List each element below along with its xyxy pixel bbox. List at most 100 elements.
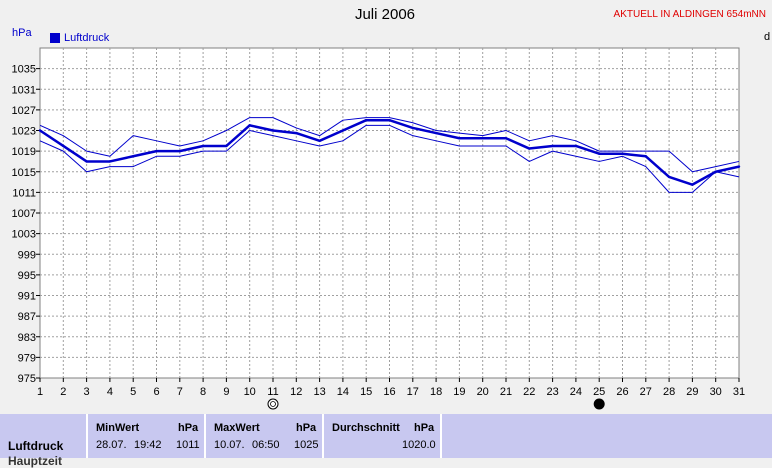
y-tick-label: 1027 bbox=[12, 105, 36, 117]
stats-panel: Luftdruck Hauptzeit MinWert hPa 28.07. 1… bbox=[0, 414, 772, 468]
series-point bbox=[598, 152, 601, 155]
series-point bbox=[667, 175, 671, 179]
y-tick-label: 1015 bbox=[12, 167, 36, 179]
series-point bbox=[341, 129, 345, 132]
series-point bbox=[225, 144, 228, 148]
x-tick-label: 20 bbox=[477, 386, 489, 398]
series-point bbox=[737, 165, 741, 168]
series-point bbox=[458, 137, 461, 140]
avg-value: 1020.0 bbox=[402, 439, 436, 451]
series-point bbox=[644, 155, 647, 158]
series-point bbox=[178, 149, 181, 153]
x-tick-label: 26 bbox=[616, 386, 628, 398]
series-point bbox=[504, 137, 508, 140]
stats-empty-cell bbox=[440, 414, 772, 458]
chart-title: Juli 2006 bbox=[354, 6, 416, 23]
min-header: MinWert bbox=[96, 422, 140, 434]
pressure-chart: 9759799839879919959991003100710111015101… bbox=[12, 47, 746, 410]
series-point bbox=[434, 131, 438, 135]
y-tick-label: 975 bbox=[18, 373, 36, 385]
series-point bbox=[295, 131, 298, 135]
min-date: 28.07. bbox=[96, 439, 127, 451]
y-tick-label: 1007 bbox=[12, 208, 36, 220]
edge-label: d bbox=[764, 31, 771, 43]
x-tick-label: 6 bbox=[153, 386, 159, 398]
full-moon-inner bbox=[270, 401, 276, 407]
y-tick-label: 1035 bbox=[12, 64, 36, 76]
x-tick-label: 31 bbox=[733, 386, 745, 398]
x-tick-label: 27 bbox=[640, 386, 652, 398]
x-tick-label: 15 bbox=[360, 386, 372, 398]
series-point bbox=[365, 118, 368, 122]
series-point bbox=[551, 144, 554, 148]
series-line-min bbox=[39, 124, 740, 193]
legend: Luftdruck bbox=[50, 32, 109, 44]
x-tick-label: 13 bbox=[313, 386, 325, 398]
series-point bbox=[574, 144, 578, 148]
x-tick-label: 16 bbox=[383, 386, 395, 398]
x-tick-label: 18 bbox=[430, 386, 442, 398]
y-tick-label: 991 bbox=[18, 291, 36, 303]
moon-phases bbox=[267, 398, 605, 410]
x-tick-label: 7 bbox=[177, 386, 183, 398]
x-tick-label: 10 bbox=[244, 386, 256, 398]
x-tick-label: 21 bbox=[500, 386, 512, 398]
y-tick-label: 983 bbox=[18, 332, 36, 344]
x-tick-label: 4 bbox=[107, 386, 113, 398]
stats-row-label-next: Hauptzeit bbox=[8, 454, 62, 468]
max-date: 10.07. bbox=[214, 439, 245, 451]
x-tick-label: 11 bbox=[267, 386, 278, 398]
series-group bbox=[38, 117, 741, 193]
max-header: MaxWert bbox=[214, 422, 260, 434]
series-point bbox=[411, 126, 414, 130]
min-value: 1011 bbox=[176, 439, 200, 451]
y-tick-label: 995 bbox=[18, 270, 36, 282]
series-point bbox=[318, 139, 321, 143]
legend-label: Luftdruck bbox=[64, 32, 110, 44]
full-moon-icon bbox=[267, 398, 279, 410]
series-point bbox=[38, 129, 42, 132]
y-tick-label: 1011 bbox=[12, 187, 36, 199]
y-axis-unit-label: hPa bbox=[12, 27, 32, 39]
series-point bbox=[528, 147, 531, 150]
max-time: 06:50 bbox=[252, 439, 280, 451]
axis-ticks: 9759799839879919959991003100710111015101… bbox=[12, 64, 746, 398]
x-tick-label: 12 bbox=[290, 386, 302, 398]
x-tick-label: 24 bbox=[570, 386, 582, 398]
x-tick-label: 19 bbox=[453, 386, 465, 398]
grid bbox=[40, 48, 739, 378]
legend-swatch bbox=[50, 33, 60, 43]
series-point bbox=[271, 129, 275, 132]
min-time: 19:42 bbox=[134, 439, 162, 451]
avg-header: Durchschnitt bbox=[332, 422, 400, 434]
max-value: 1025 bbox=[294, 439, 319, 451]
y-tick-label: 1003 bbox=[12, 229, 36, 241]
stats-row-label: Luftdruck bbox=[8, 439, 64, 453]
x-tick-label: 22 bbox=[523, 386, 535, 398]
x-tick-label: 5 bbox=[130, 386, 136, 398]
x-tick-label: 25 bbox=[593, 386, 605, 398]
x-tick-label: 9 bbox=[223, 386, 229, 398]
series-point bbox=[248, 124, 251, 127]
y-tick-label: 1031 bbox=[12, 84, 36, 96]
x-tick-label: 29 bbox=[686, 386, 698, 398]
series-point bbox=[108, 160, 112, 163]
location-label: AKTUELL IN ALDINGEN 654mNN bbox=[613, 9, 766, 20]
stats-min-cell: MinWert hPa 28.07. 19:42 1011 bbox=[86, 414, 206, 458]
y-tick-label: 1019 bbox=[12, 146, 36, 158]
series-point bbox=[85, 160, 88, 163]
series-point bbox=[691, 183, 694, 186]
series-point bbox=[155, 149, 158, 153]
stats-avg-cell: Durchschnitt hPa 1020.0 bbox=[322, 414, 442, 458]
series-point bbox=[481, 137, 484, 140]
x-tick-label: 23 bbox=[546, 386, 558, 398]
avg-unit: hPa bbox=[414, 422, 435, 434]
y-tick-label: 987 bbox=[18, 311, 36, 323]
x-tick-label: 28 bbox=[663, 386, 675, 398]
min-unit: hPa bbox=[178, 422, 199, 434]
series-point bbox=[621, 152, 624, 155]
series-line-max bbox=[39, 117, 740, 173]
y-tick-label: 979 bbox=[18, 352, 36, 364]
x-tick-label: 1 bbox=[37, 386, 43, 398]
stats-max-cell: MaxWert hPa 10.07. 06:50 1025 bbox=[204, 414, 324, 458]
